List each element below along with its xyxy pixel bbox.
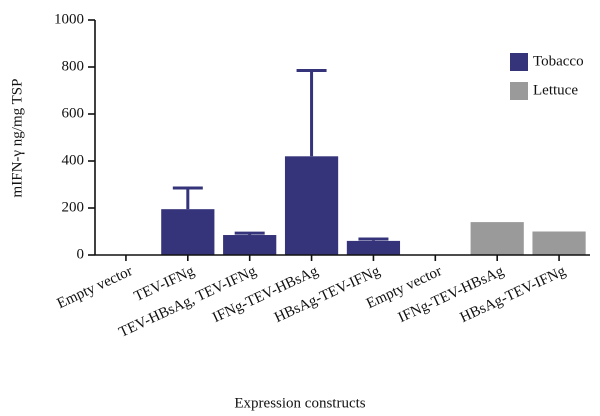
legend-swatch xyxy=(510,53,528,71)
bar xyxy=(161,209,215,255)
legend-label: Tobacco xyxy=(533,53,584,69)
y-tick-label: 0 xyxy=(77,246,85,262)
bar xyxy=(470,222,524,255)
y-tick-label: 600 xyxy=(62,105,85,121)
bar xyxy=(284,156,339,255)
y-tick-label: 1000 xyxy=(54,11,84,27)
legend-swatch xyxy=(510,82,528,100)
legend-label: Lettuce xyxy=(533,82,578,98)
error-bar xyxy=(358,237,389,241)
x-tick-label: Empty vector xyxy=(55,263,135,312)
bar xyxy=(532,231,586,255)
y-tick-label: 800 xyxy=(62,58,85,74)
bar xyxy=(346,240,401,255)
error-bar xyxy=(296,69,327,157)
y-tick-label: 400 xyxy=(62,152,85,168)
error-bar xyxy=(234,231,265,236)
x-axis-label: Expression constructs xyxy=(234,395,365,411)
x-tick-label: HBsAg-TEV-IFNg xyxy=(458,263,569,326)
x-tick-label: HBsAg-TEV-IFNg xyxy=(272,263,383,326)
error-bar xyxy=(172,186,203,210)
bar xyxy=(223,235,277,255)
y-tick-label: 200 xyxy=(62,199,85,215)
x-tick-label: IFNg-TEV-HBsAg xyxy=(210,263,321,326)
y-axis-label: mIFN-γ ng/mg TSP xyxy=(9,79,25,198)
x-tick-label: IFNg-TEV-HBsAg xyxy=(396,263,507,326)
